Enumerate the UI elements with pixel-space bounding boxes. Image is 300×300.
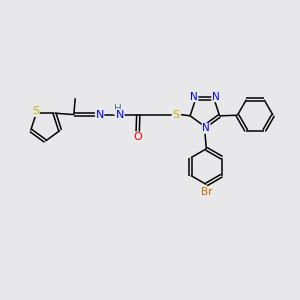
Text: H: H xyxy=(114,104,122,114)
Text: Br: Br xyxy=(201,187,212,197)
Text: O: O xyxy=(133,132,142,142)
Text: S: S xyxy=(172,110,179,120)
Text: N: N xyxy=(212,92,220,102)
Text: S: S xyxy=(32,106,39,116)
Text: N: N xyxy=(95,110,104,120)
Text: N: N xyxy=(190,92,198,102)
Text: N: N xyxy=(202,123,210,133)
Text: N: N xyxy=(116,110,124,120)
